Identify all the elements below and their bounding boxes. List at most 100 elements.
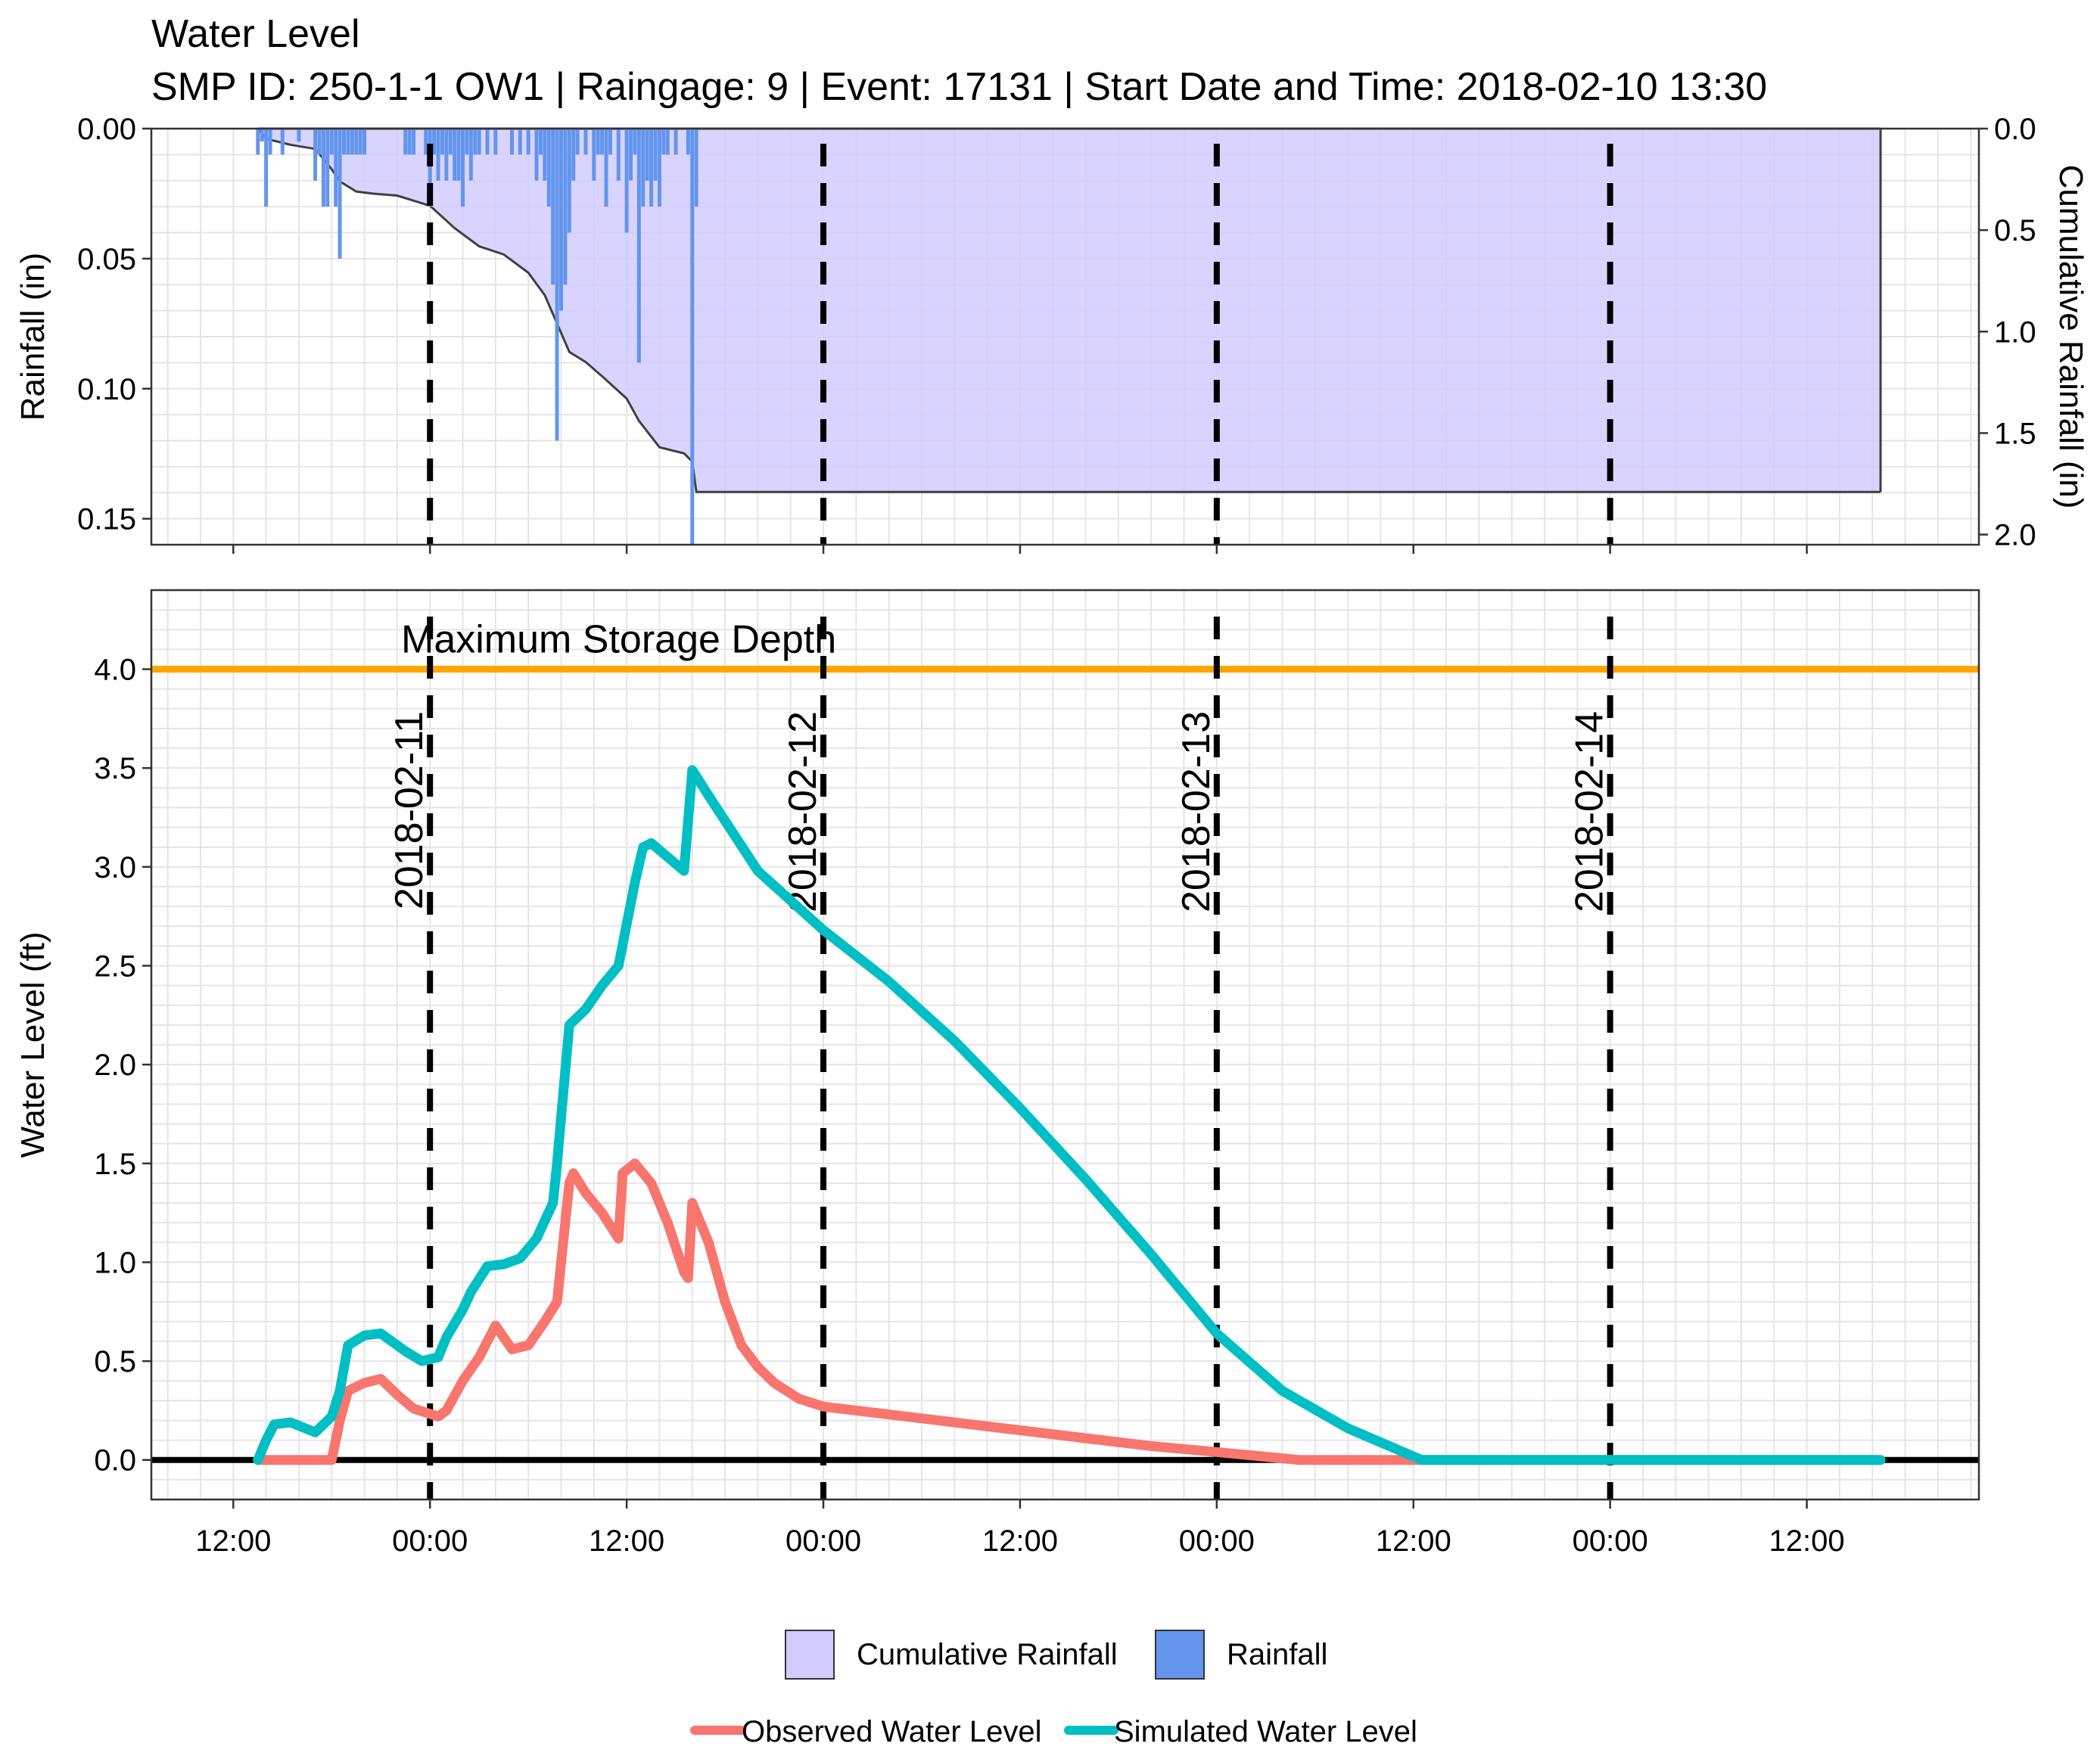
cumulative-rainfall-line [257, 128, 1881, 493]
day-divider-label: 2018-02-12 [781, 711, 825, 912]
rainfall-bar [280, 129, 285, 155]
cumulative-tick-label: 0.0 [1994, 113, 2036, 146]
rainfall-bar [686, 129, 690, 155]
rainfall-tick-label: 0.10 [77, 373, 136, 406]
rainfall-bar [493, 129, 498, 155]
rainfall-bar [690, 129, 695, 545]
water-level-tick-label: 1.0 [94, 1246, 136, 1279]
legend-label-observed-water-level: Observed Water Level [742, 1715, 1041, 1748]
water-level-panel: Maximum Storage Depth 2018-02-11 2018-02-1… [14, 589, 1980, 1558]
rainfall-bar [592, 129, 596, 181]
rainfall-bar [633, 129, 637, 155]
rainfall-bar [412, 129, 416, 155]
rainfall-bar [563, 129, 568, 285]
water-level-tick-label: 2.0 [94, 1049, 136, 1082]
rainfall-bar [407, 129, 412, 155]
day-divider-label: 2018-02-14 [1568, 711, 1612, 912]
rainfall-bar [674, 129, 678, 155]
water-level-tick-label: 0.5 [94, 1345, 136, 1378]
simulated-water-level-line [253, 765, 1886, 1465]
rainfall-bar [661, 129, 666, 155]
time-tick-label: 12:00 [589, 1524, 664, 1558]
cumulative-tick-label: 1.0 [1994, 315, 2036, 349]
time-tick-label: 00:00 [786, 1524, 861, 1558]
rainfall-bar [440, 129, 444, 155]
rainfall-bar [665, 129, 670, 155]
rainfall-bar [543, 129, 547, 181]
rainfall-tick-label: 0.15 [77, 503, 136, 536]
legend-label-rainfall: Rainfall [1227, 1638, 1327, 1671]
rainfall-bar [616, 129, 621, 181]
time-tick-label: 00:00 [1179, 1524, 1255, 1558]
rainfall-panel: 0.00 0.05 0.10 0.15 0.0 0.5 1.0 1.5 2.0 Rainfall… [14, 113, 2089, 554]
time-tick-label: 00:00 [1573, 1524, 1648, 1558]
rainfall-bar [538, 129, 543, 155]
water-level-tick-label: 3.5 [94, 752, 136, 785]
rainfall-bar [518, 129, 522, 155]
rainfall-bar [321, 129, 325, 207]
rainfall-tick-label: 0.05 [77, 243, 136, 276]
rainfall-bar [268, 129, 272, 155]
water-level-panel-marks: Maximum Storage Depth 2018-02-11 2018-02-1… [151, 617, 1979, 1500]
rainfall-bar [596, 129, 600, 155]
rainfall-tick-label: 0.00 [77, 113, 136, 146]
time-tick-label: 12:00 [1376, 1524, 1451, 1558]
legend-swatch-cumulative-rainfall [785, 1630, 835, 1680]
rainfall-bar [534, 129, 539, 181]
rainfall-bar [432, 129, 437, 155]
chart-subtitle: SMP ID: 250-1-1 OW1 | Raingage: 9 | Even… [151, 65, 1767, 109]
rainfall-bar [477, 129, 481, 155]
rainfall-bar [485, 129, 490, 155]
water-level-tick-label: 4.0 [94, 654, 136, 687]
cumulative-tick-label: 0.5 [1994, 214, 2036, 247]
rainfall-bar [551, 129, 555, 285]
rainfall-bar [510, 129, 515, 155]
rainfall-bar [403, 129, 408, 155]
water-level-tick-label: 3.0 [94, 851, 136, 884]
rainfall-bar [558, 129, 563, 311]
rainfall-bar [317, 129, 322, 155]
chart-title: Water Level [151, 12, 360, 56]
water-level-panel-axes: 0.0 0.5 1.0 1.5 2.0 2.5 3.0 3.5 4.0 12:00 00:00 12:… [94, 654, 1844, 1558]
rainfall-bar [362, 129, 367, 155]
rainfall-bar [341, 129, 346, 155]
cumulative-tick-label: 1.5 [1994, 417, 2036, 450]
rainfall-bar [338, 129, 342, 259]
legend-label-simulated-water-level: Simulated Water Level [1114, 1715, 1417, 1748]
rainfall-bar [649, 129, 654, 207]
max-storage-depth-label: Maximum Storage Depth [401, 618, 836, 662]
rainfall-bar [600, 129, 605, 155]
rainfall-bar [567, 129, 571, 233]
rainfall-bar [604, 129, 608, 207]
water-level-panel-border [150, 589, 1980, 1501]
rainfall-bar [636, 129, 641, 363]
rainfall-bar [358, 129, 362, 155]
rainfall-bar [571, 129, 576, 181]
rainfall-panel-axes: 0.00 0.05 0.10 0.15 0.0 0.5 1.0 1.5 2.0 [77, 113, 2036, 554]
rainfall-axis-title: Rainfall (in) [14, 253, 51, 421]
rainfall-bar [645, 129, 649, 181]
rainfall-bar [575, 129, 580, 155]
rainfall-bar [350, 129, 354, 155]
rainfall-bar [555, 129, 559, 441]
rainfall-bar [624, 129, 629, 233]
rainfall-bar [641, 129, 646, 207]
rainfall-bar [424, 129, 428, 155]
rainfall-bar [444, 129, 449, 181]
rainfall-bar [629, 129, 633, 181]
legend: Cumulative Rainfall Rainfall Observed Wa… [690, 1630, 1417, 1748]
legend-swatch-rainfall [1155, 1630, 1205, 1680]
rainfall-bar [346, 129, 350, 155]
time-tick-label: 00:00 [392, 1524, 468, 1558]
rainfall-bar [453, 129, 457, 181]
rainfall-bar [465, 129, 469, 155]
legend-label-cumulative-rainfall: Cumulative Rainfall [857, 1638, 1118, 1671]
rainfall-bar [313, 129, 318, 181]
rainfall-bar [264, 129, 269, 207]
rainfall-bar [473, 129, 478, 155]
rainfall-bar [657, 129, 661, 207]
water-level-tick-label: 0.0 [94, 1444, 136, 1478]
water-level-axis-title: Water Level (ft) [14, 931, 51, 1158]
rainfall-bar [461, 129, 465, 207]
